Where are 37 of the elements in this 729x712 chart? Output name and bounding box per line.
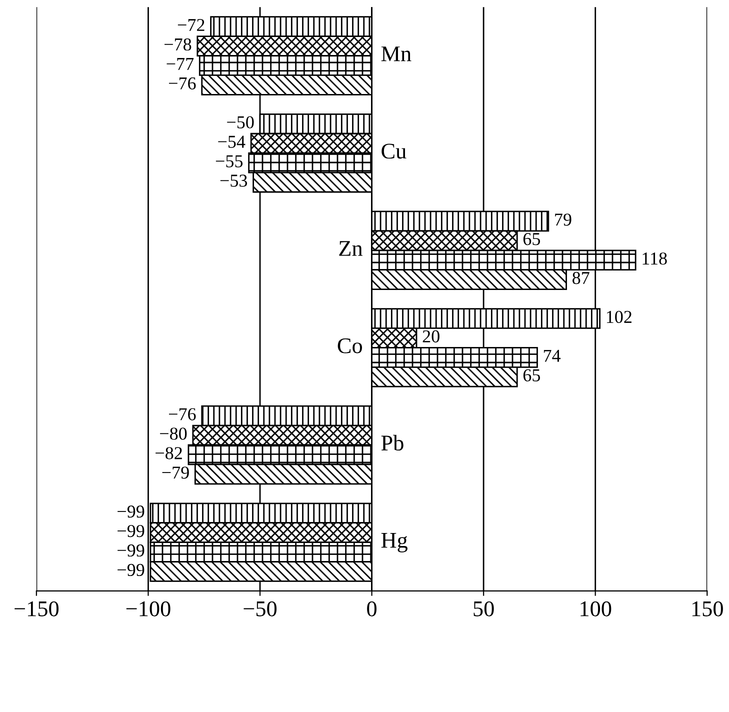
data-label: −99 xyxy=(118,564,144,576)
data-label: 65 xyxy=(523,233,540,246)
data-label: −72 xyxy=(178,18,204,31)
x-tick-label: −150 xyxy=(14,601,59,616)
data-label: 65 xyxy=(523,369,540,382)
y-tick-label: Pb xyxy=(381,434,404,451)
data-label: −79 xyxy=(162,466,189,479)
data-label: −50 xyxy=(227,116,254,128)
x-tick-label: −100 xyxy=(126,601,170,616)
data-label: 20 xyxy=(422,330,440,342)
data-label: −99 xyxy=(118,524,144,538)
y-tick-label: Co xyxy=(338,338,362,354)
data-label: −55 xyxy=(216,155,243,168)
data-label: 79 xyxy=(555,214,572,226)
data-label: −99 xyxy=(118,544,144,557)
x-tick-label: 50 xyxy=(474,601,494,616)
data-label: −78 xyxy=(164,38,192,51)
y-tick-label: Mn xyxy=(381,46,412,62)
data-label: −54 xyxy=(218,136,246,148)
y-tick-label: Zn xyxy=(339,241,363,256)
data-label: −77 xyxy=(166,58,194,70)
data-label: −76 xyxy=(168,77,196,90)
data-label: −53 xyxy=(220,174,248,187)
data-label: −80 xyxy=(160,428,187,440)
y-tick-label: Hg xyxy=(381,533,408,552)
x-tick-label: 100 xyxy=(580,601,612,616)
data-label: −99 xyxy=(118,506,144,518)
x-tick-label: 0 xyxy=(367,601,376,616)
data-label: −82 xyxy=(156,447,182,460)
y-tick-label: Cu xyxy=(382,144,406,159)
data-label: 102 xyxy=(606,310,632,324)
data-label: 74 xyxy=(544,350,561,362)
data-label: 118 xyxy=(642,252,667,265)
data-label: 87 xyxy=(572,272,590,284)
x-tick-label: 150 xyxy=(692,601,723,616)
data-label: −76 xyxy=(168,408,196,420)
x-tick-label: −50 xyxy=(244,601,277,616)
